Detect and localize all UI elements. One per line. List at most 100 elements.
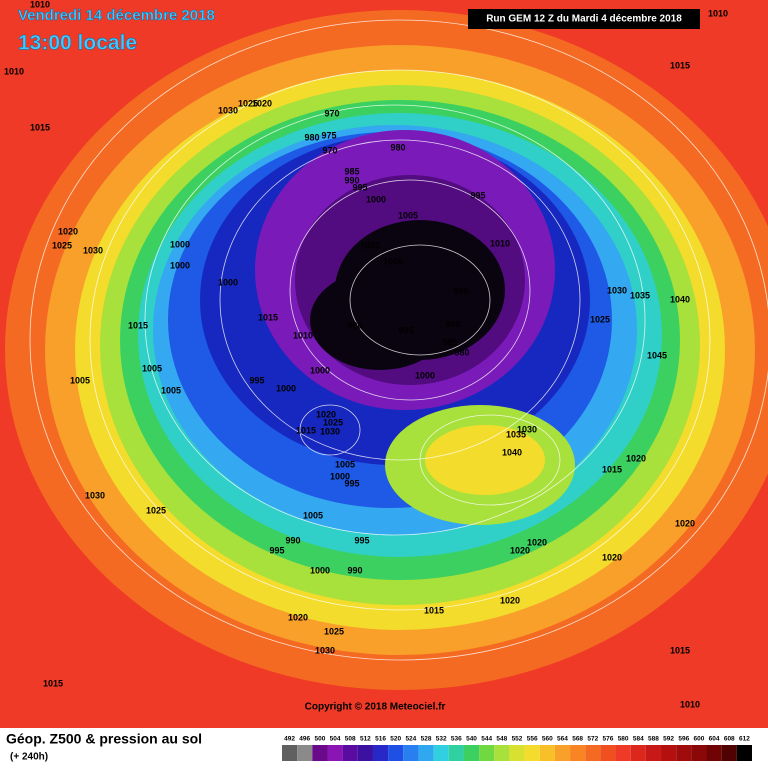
legend-label: 580 bbox=[618, 736, 629, 743]
legend-swatch bbox=[357, 745, 373, 761]
pressure-label: 1005 bbox=[70, 375, 90, 385]
pressure-label: 1025 bbox=[146, 505, 166, 515]
legend-swatch bbox=[388, 745, 404, 761]
z500-field bbox=[5, 10, 768, 690]
legend-swatch bbox=[327, 745, 343, 761]
pressure-label: 1000 bbox=[415, 370, 435, 380]
legend: 492 496 500 504 508 512 516 520 524 528 532 536 540 5… bbox=[282, 736, 752, 761]
legend-swatch bbox=[721, 745, 737, 761]
pressure-label: 1025 bbox=[323, 417, 343, 427]
pressure-label: 1030 bbox=[517, 424, 537, 434]
pressure-label: 1030 bbox=[218, 105, 238, 115]
pressure-label: 1000 bbox=[310, 365, 330, 375]
isobars bbox=[29, 19, 768, 661]
legend-swatch bbox=[585, 745, 601, 761]
legend-label: 568 bbox=[572, 736, 583, 743]
pressure-label: 1025 bbox=[52, 240, 72, 250]
pressure-label: 1030 bbox=[320, 426, 340, 436]
legend-swatch bbox=[297, 745, 313, 761]
pressure-label: 995 bbox=[354, 535, 369, 545]
legend-label: 544 bbox=[481, 736, 492, 743]
pressure-label: 1025 bbox=[590, 314, 610, 324]
legend-label: 592 bbox=[663, 736, 674, 743]
pressure-label: 995 bbox=[249, 375, 264, 385]
pressure-label: 1005 bbox=[335, 459, 355, 469]
footer-lead: (+ 240h) bbox=[10, 752, 48, 763]
legend-swatch bbox=[479, 745, 495, 761]
pressure-label: 1010 bbox=[680, 699, 700, 709]
pressure-label: 990 bbox=[445, 319, 460, 329]
legend-label: 576 bbox=[603, 736, 614, 743]
legend-swatch bbox=[433, 745, 449, 761]
pressure-label: 1010 bbox=[293, 330, 313, 340]
pressure-label: 1020 bbox=[675, 518, 695, 528]
pressure-label: 985 bbox=[442, 337, 457, 347]
legend-label: 596 bbox=[678, 736, 689, 743]
pressure-label: 990 bbox=[344, 175, 359, 185]
footer-title: Géop. Z500 & pression au sol bbox=[6, 731, 202, 747]
pressure-label: 1045 bbox=[647, 350, 667, 360]
pressure-label: 1020 bbox=[500, 595, 520, 605]
legend-swatch bbox=[509, 745, 525, 761]
pressure-label: 980 bbox=[454, 347, 469, 357]
pressure-label: 1020 bbox=[288, 612, 308, 622]
pressure-label: 1000 bbox=[170, 260, 190, 270]
pressure-label: 1020 bbox=[58, 226, 78, 236]
legend-label: 588 bbox=[648, 736, 659, 743]
pressure-label: 1015 bbox=[670, 60, 690, 70]
legend-swatch bbox=[524, 745, 540, 761]
pressure-label: 990 bbox=[347, 320, 362, 330]
legend-label: 564 bbox=[557, 736, 568, 743]
pressure-label: 1000 bbox=[218, 277, 238, 287]
pressure-label: 1015 bbox=[424, 605, 444, 615]
pressure-label: 1010 bbox=[708, 8, 728, 18]
pressure-label: 1015 bbox=[30, 122, 50, 132]
legend-label: 516 bbox=[375, 736, 386, 743]
pressure-label: 970 bbox=[324, 108, 339, 118]
legend-label: 500 bbox=[314, 736, 325, 743]
legend-label: 536 bbox=[451, 736, 462, 743]
legend-label: 560 bbox=[542, 736, 553, 743]
legend-swatch bbox=[554, 745, 571, 761]
legend-swatch bbox=[615, 745, 631, 761]
pressure-label: 1010 bbox=[30, 0, 50, 9]
legend-swatch bbox=[661, 745, 677, 761]
pressure-label: 975 bbox=[321, 130, 336, 140]
run-info: Run GEM 12 Z du Mardi 4 décembre 2018 bbox=[486, 14, 682, 25]
legend-label: 512 bbox=[360, 736, 371, 743]
legend-swatch bbox=[736, 745, 752, 761]
legend-swatch bbox=[676, 745, 692, 761]
pressure-label: 1005 bbox=[360, 240, 380, 250]
legend-label: 608 bbox=[724, 736, 735, 743]
legend-label: 496 bbox=[299, 736, 310, 743]
pressure-label: 995 bbox=[470, 190, 485, 200]
run-box bbox=[468, 9, 700, 29]
valid-time: 13:00 locale bbox=[18, 32, 137, 55]
pressure-label: 1010 bbox=[4, 66, 24, 76]
legend-swatch bbox=[539, 745, 555, 761]
pressure-label: 1000 bbox=[330, 471, 350, 481]
pressure-label: 1035 bbox=[630, 290, 650, 300]
pressure-label: 1025 bbox=[238, 98, 258, 108]
pressure-label: 990 bbox=[285, 535, 300, 545]
legend-label: 540 bbox=[466, 736, 477, 743]
legend-label: 524 bbox=[405, 736, 416, 743]
legend-swatch bbox=[372, 745, 389, 761]
legend-label: 504 bbox=[330, 736, 341, 743]
pressure-label: 1005 bbox=[142, 363, 162, 373]
legend-swatch bbox=[463, 745, 480, 761]
legend-swatch bbox=[494, 745, 510, 761]
pressure-label: 1010 bbox=[490, 238, 510, 248]
pressure-label: 1005 bbox=[398, 210, 418, 220]
legend-swatch bbox=[403, 745, 419, 761]
pressure-label: 1015 bbox=[670, 645, 690, 655]
pressure-label: 1020 bbox=[602, 552, 622, 562]
legend-label: 572 bbox=[587, 736, 598, 743]
pressure-label: 1020 bbox=[252, 98, 272, 108]
pressure-label: 1020 bbox=[510, 545, 530, 555]
pressure-label: 1015 bbox=[296, 425, 316, 435]
pressure-label: 1030 bbox=[85, 490, 105, 500]
pressure-label: 1025 bbox=[324, 626, 344, 636]
